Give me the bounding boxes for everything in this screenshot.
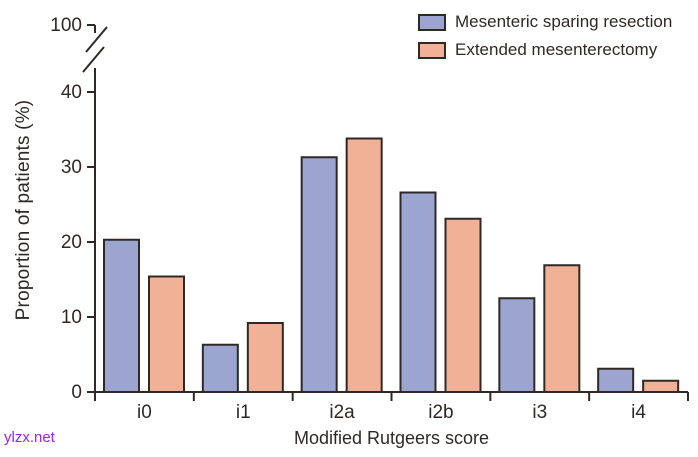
legend: Mesenteric sparing resection Extended me… bbox=[418, 12, 673, 69]
legend-label-mesenteric-sparing: Mesenteric sparing resection bbox=[455, 12, 673, 31]
y-axis-title: Proportion of patients (%) bbox=[13, 99, 34, 321]
axis-break-slash-upper bbox=[85, 26, 108, 53]
x-category-label-i1: i1 bbox=[236, 402, 251, 423]
x-category-label-i2a: i2a bbox=[329, 402, 355, 423]
bar-i1-mesenteric-sparing bbox=[201, 343, 239, 393]
x-category-label-i3: i3 bbox=[532, 402, 547, 423]
bar-i4-mesenteric-sparing bbox=[597, 367, 635, 393]
x-category-label-i0: i0 bbox=[137, 402, 152, 423]
x-axis-title: Modified Rutgeers score bbox=[293, 428, 490, 448]
bar-i2b-extended-mesenterectomy bbox=[444, 217, 482, 393]
x-category-label-i2b: i2b bbox=[428, 402, 453, 423]
legend-swatch-extended-mesenterectomy bbox=[418, 41, 446, 59]
bar-i2a-mesenteric-sparing bbox=[300, 156, 338, 393]
watermark: ylzx.net bbox=[4, 429, 55, 446]
bar-i2a-extended-mesenterectomy bbox=[345, 137, 383, 393]
bar-i3-extended-mesenterectomy bbox=[543, 264, 581, 393]
y-tick-label-0: 0 bbox=[71, 382, 82, 403]
y-tick-label-30: 30 bbox=[61, 157, 82, 178]
y-tick-label-40: 40 bbox=[61, 82, 82, 103]
bar-i3-mesenteric-sparing bbox=[498, 297, 536, 393]
legend-swatch-mesenteric-sparing bbox=[418, 13, 446, 31]
bar-i0-mesenteric-sparing bbox=[103, 238, 140, 393]
x-category-label-i4: i4 bbox=[631, 402, 646, 423]
legend-label-extended-mesenterectomy: Extended mesenterectomy bbox=[455, 40, 658, 59]
legend-item-extended-mesenterectomy: Extended mesenterectomy bbox=[418, 40, 672, 59]
legend-item-mesenteric-sparing: Mesenteric sparing resection bbox=[418, 12, 673, 31]
y-tick-label-20: 20 bbox=[61, 232, 82, 253]
y-tick-label-10: 10 bbox=[61, 307, 82, 328]
bar-i0-extended-mesenterectomy bbox=[148, 275, 185, 393]
bar-i4-extended-mesenterectomy bbox=[642, 379, 680, 393]
y-tick-label-100: 100 bbox=[50, 15, 82, 36]
bar-i2b-mesenteric-sparing bbox=[399, 191, 437, 393]
bar-i1-extended-mesenterectomy bbox=[246, 322, 284, 393]
axis-break-slash-lower bbox=[82, 46, 105, 73]
